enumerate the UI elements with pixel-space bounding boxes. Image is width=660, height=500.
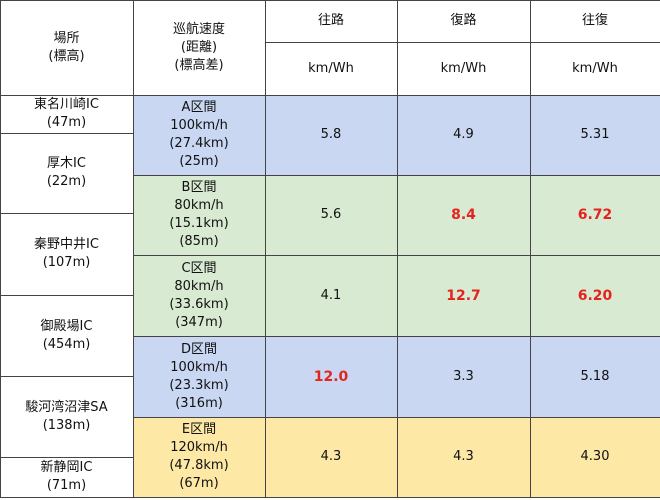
- header-unit: km/Wh: [529, 41, 660, 96]
- value-cell: 12.7: [396, 254, 531, 337]
- unit-text: km/Wh: [572, 60, 618, 76]
- location-name: 東名川崎IC: [34, 97, 99, 112]
- section-distance: (33.6km): [169, 296, 229, 312]
- location-cell: 御殿場IC (454m): [0, 294, 134, 377]
- section-elevation: (85m): [179, 234, 219, 249]
- section-distance: (47.8km): [169, 458, 229, 473]
- location-elevation: (71m): [46, 478, 87, 493]
- value-cell: 5.8: [264, 94, 398, 176]
- section-name: B区間: [181, 180, 217, 195]
- section-speed: 80km/h: [174, 278, 224, 294]
- section-speed: 120km/h: [170, 440, 228, 455]
- header-text: 場所: [53, 30, 80, 46]
- location-cell: 厚木IC (22m): [0, 132, 134, 214]
- value: 4.9: [453, 127, 474, 142]
- header-direction: 復路: [396, 0, 531, 43]
- value: 5.6: [320, 207, 342, 222]
- section-distance: (23.3km): [169, 377, 229, 393]
- value-cell: 12.0: [264, 335, 398, 418]
- location-cell: 秦野中井IC (107m): [0, 212, 134, 296]
- location-cell: 新静岡IC (71m): [0, 456, 134, 498]
- section-speed: 100km/h: [170, 359, 228, 375]
- value-cell: 4.9: [396, 94, 531, 176]
- value-cell: 4.3: [264, 416, 398, 498]
- header-text: (距離): [180, 39, 218, 55]
- section-elevation: (25m): [179, 154, 219, 169]
- section-distance: (15.1km): [169, 216, 229, 231]
- location-cell: 駿河湾沼津SA (138m): [0, 375, 134, 458]
- value-cell: 3.3: [396, 335, 531, 418]
- value-cell: 8.4: [396, 174, 531, 256]
- header-text: (標高差): [174, 57, 224, 73]
- value: 12.7: [446, 287, 481, 304]
- value: 3.3: [453, 368, 474, 384]
- location-name: 新静岡IC: [40, 460, 93, 475]
- value-cell: 6.72: [529, 174, 660, 256]
- value: 4.3: [453, 449, 474, 464]
- location-name: 駿河湾沼津SA: [25, 399, 108, 415]
- location-elevation: (107m): [42, 255, 91, 270]
- value: 8.4: [451, 207, 476, 223]
- value-cell: 4.30: [529, 416, 660, 498]
- value-cell: 6.20: [529, 254, 660, 337]
- location-elevation: (22m): [46, 174, 87, 189]
- value: 5.8: [320, 127, 342, 142]
- value: 6.72: [577, 207, 613, 223]
- section-name: D区間: [180, 341, 217, 357]
- value: 5.31: [580, 127, 610, 142]
- section-cell: E区間 120km/h (47.8km) (67m): [132, 416, 266, 498]
- value-cell: 4.3: [396, 416, 531, 498]
- header-text: 巡航速度: [172, 21, 225, 37]
- section-speed: 80km/h: [174, 198, 224, 213]
- value-cell: 5.6: [264, 174, 398, 256]
- section-name: E区間: [181, 422, 217, 437]
- section-name: C区間: [181, 260, 217, 276]
- section-elevation: (67m): [179, 476, 219, 491]
- section-distance: (27.4km): [169, 136, 229, 151]
- location-name: 御殿場IC: [40, 318, 93, 334]
- value: 5.18: [580, 368, 610, 384]
- value-cell: 4.1: [264, 254, 398, 337]
- header-unit: km/Wh: [264, 41, 398, 96]
- header-text: 往復: [581, 13, 608, 28]
- section-elevation: (347m): [175, 314, 223, 330]
- section-cell: B区間 80km/h (15.1km) (85m): [132, 174, 266, 256]
- value-cell: 5.18: [529, 335, 660, 418]
- header-cruise: 巡航速度 (距離) (標高差): [132, 0, 266, 96]
- location-name: 厚木IC: [47, 156, 86, 171]
- location-elevation: (454m): [42, 336, 91, 352]
- value: 4.30: [580, 449, 610, 464]
- section-cell: D区間 100km/h (23.3km) (316m): [132, 335, 266, 418]
- header-text: 往路: [317, 13, 344, 28]
- value: 4.1: [320, 287, 342, 303]
- section-elevation: (316m): [175, 395, 223, 411]
- section-cell: C区間 80km/h (33.6km) (347m): [132, 254, 266, 337]
- value: 4.3: [320, 449, 342, 464]
- location-elevation: (138m): [42, 417, 91, 433]
- unit-text: km/Wh: [440, 60, 487, 76]
- header-direction: 往路: [264, 0, 398, 43]
- unit-text: km/Wh: [308, 60, 354, 76]
- value-cell: 5.31: [529, 94, 660, 176]
- value: 12.0: [313, 368, 349, 385]
- value: 6.20: [577, 287, 613, 304]
- section-speed: 100km/h: [170, 118, 228, 133]
- header-text: 復路: [450, 13, 477, 28]
- header-text: (標高): [48, 48, 85, 64]
- section-name: A区間: [181, 100, 217, 115]
- header-direction: 往復: [529, 0, 660, 43]
- header-location: 場所 (標高): [0, 0, 134, 96]
- location-name: 秦野中井IC: [34, 237, 99, 252]
- location-cell: 東名川崎IC (47m): [0, 94, 134, 134]
- location-elevation: (47m): [46, 115, 87, 130]
- header-unit: km/Wh: [396, 41, 531, 96]
- section-cell: A区間 100km/h (27.4km) (25m): [132, 94, 266, 176]
